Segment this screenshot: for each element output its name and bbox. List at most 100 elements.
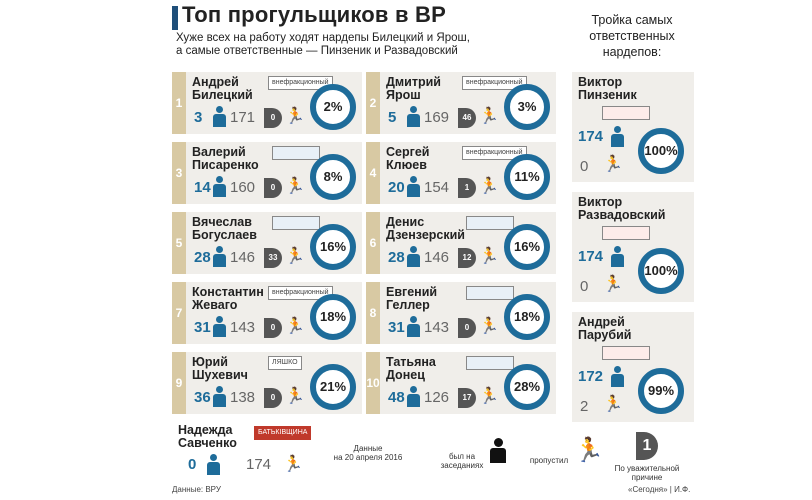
party-logo-badge — [602, 226, 650, 240]
deputy-card: 4 Сергей Клюев внефракционный 20 154 1 🏃 11% — [366, 142, 556, 204]
present-count: 48 — [388, 389, 405, 406]
present-count: 5 — [388, 109, 397, 126]
excused-count: 46 — [458, 108, 476, 128]
deputy-card: 1 Андрей Билецкий внефракционный 3 171 0 🏃 2% — [172, 72, 362, 134]
legend-runner-icon: 🏃 — [574, 437, 604, 464]
deputy-name: Дмитрий Ярош — [386, 75, 441, 102]
deputy-card: 6 Денис Дзензерский 28 146 12 🏃 16% — [366, 212, 556, 274]
present-count: 31 — [194, 319, 211, 336]
faction-badge: внефракционный — [268, 76, 333, 90]
present-count: 36 — [194, 389, 211, 406]
legend-absent-label: пропустил — [529, 456, 569, 465]
present-count: 0 — [188, 456, 197, 473]
present-person-icon — [610, 366, 624, 388]
deputy-name: Сергей Клюев — [386, 145, 430, 172]
rank-number: 6 — [366, 212, 380, 274]
attendance-percent: 18% — [504, 294, 550, 340]
deputy-name: Татьяна Донец — [386, 355, 436, 382]
title-accent-bar — [172, 6, 178, 30]
rank-number: 3 — [172, 142, 186, 204]
excused-count: 17 — [458, 388, 476, 408]
absent-count: 146 — [424, 249, 450, 266]
excused-count: 0 — [264, 178, 282, 198]
deputy-card: 2 Дмитрий Ярош внефракционный 5 169 46 🏃 3% — [366, 72, 556, 134]
savchenko-card: Надежда Савченко БАТЬКІВЩИНА 0 174 🏃 — [172, 420, 322, 478]
party-logo-badge — [466, 216, 514, 230]
deputy-card: 3 Валерий Писаренко 14 160 0 🏃 8% — [172, 142, 362, 204]
absent-count: 160 — [230, 179, 256, 196]
faction-badge: внефракционный — [462, 146, 527, 160]
present-count: 14 — [194, 179, 211, 196]
present-person-icon — [406, 386, 420, 408]
rank-number: 1 — [172, 72, 186, 134]
faction-badge: внефракционный — [462, 76, 527, 90]
deputy-name: Вячеслав Богуслаев — [192, 215, 257, 242]
absent-count: 0 — [580, 158, 589, 175]
absent-count: 126 — [424, 389, 450, 406]
excused-count: 0 — [264, 388, 282, 408]
absent-count: 171 — [230, 109, 256, 126]
present-count: 174 — [578, 248, 604, 265]
excused-count: 12 — [458, 248, 476, 268]
deputy-card: 7 Константин Жеваго внефракционный 31 143 0 🏃 18… — [172, 282, 362, 344]
absent-count: 146 — [230, 249, 256, 266]
rank-number: 10 — [366, 352, 380, 414]
party-logo-badge: БАТЬКІВЩИНА — [254, 426, 312, 440]
excused-count: 1 — [458, 178, 476, 198]
deputy-card: 9 Юрий Шухевич ЛЯШКО 36 138 0 🏃 21% — [172, 352, 362, 414]
present-count: 172 — [578, 368, 604, 385]
party-logo-badge — [466, 356, 514, 370]
party-logo-badge — [272, 146, 320, 160]
deputy-card: 8 Евгений Геллер 31 143 0 🏃 18% — [366, 282, 556, 344]
absent-count: 154 — [424, 179, 450, 196]
top3-heading: Тройка самых ответственных нардепов: — [589, 13, 675, 59]
runner-icon: 🏃 — [285, 318, 305, 335]
deputy-name: Евгений Геллер — [386, 285, 438, 312]
deputy-name: Надежда Савченко — [178, 423, 237, 450]
excused-count: 0 — [264, 318, 282, 338]
rank-number: 9 — [172, 352, 186, 414]
faction-badge: ЛЯШКО — [268, 356, 302, 370]
runner-icon: 🏃 — [479, 248, 499, 265]
runner-icon: 🏃 — [603, 156, 623, 173]
present-count: 3 — [194, 109, 203, 126]
rank-number: 5 — [172, 212, 186, 274]
rank-number: 2 — [366, 72, 380, 134]
absent-count: 138 — [230, 389, 256, 406]
present-person-icon — [610, 246, 624, 268]
source-note: Данные: ВРУ — [172, 485, 221, 494]
attendance-percent: 18% — [310, 294, 356, 340]
rank-number: 4 — [366, 142, 380, 204]
attendance-percent: 16% — [504, 224, 550, 270]
deputy-name: Виктор Пинзеник — [578, 75, 637, 102]
attendance-percent: 99% — [638, 368, 684, 414]
present-count: 28 — [194, 249, 211, 266]
deputy-name: Андрей Парубий — [578, 315, 632, 342]
subtitle-line-2: а самые ответственные — Пинзеник и Разва… — [176, 45, 458, 57]
page-title: Топ прогульщиков в ВР — [182, 2, 446, 27]
runner-icon: 🏃 — [479, 318, 499, 335]
present-person-icon — [406, 246, 420, 268]
runner-icon: 🏃 — [479, 388, 499, 405]
responsible-deputy-card: Андрей Парубий 172 2 🏃 99% — [572, 312, 694, 422]
runner-icon: 🏃 — [285, 178, 305, 195]
responsible-deputy-card: Виктор Развадовский 174 0 🏃 100% — [572, 192, 694, 302]
rank-number: 7 — [172, 282, 186, 344]
attendance-percent: 11% — [504, 154, 550, 200]
present-person-icon — [212, 246, 226, 268]
deputy-card: 5 Вячеслав Богуслаев 28 146 33 🏃 16% — [172, 212, 362, 274]
attendance-percent: 16% — [310, 224, 356, 270]
present-count: 174 — [578, 128, 604, 145]
runner-icon: 🏃 — [285, 108, 305, 125]
party-logo-badge — [466, 286, 514, 300]
present-person-icon — [406, 106, 420, 128]
faction-badge: внефракционный — [268, 286, 333, 300]
deputy-name: Юрий Шухевич — [192, 355, 248, 382]
present-person-icon — [206, 454, 220, 476]
excused-count: 0 — [264, 108, 282, 128]
present-person-icon — [406, 176, 420, 198]
present-person-icon — [212, 176, 226, 198]
party-logo-badge — [602, 106, 650, 120]
party-logo-badge — [602, 346, 650, 360]
deputy-name: Виктор Развадовский — [578, 195, 666, 222]
